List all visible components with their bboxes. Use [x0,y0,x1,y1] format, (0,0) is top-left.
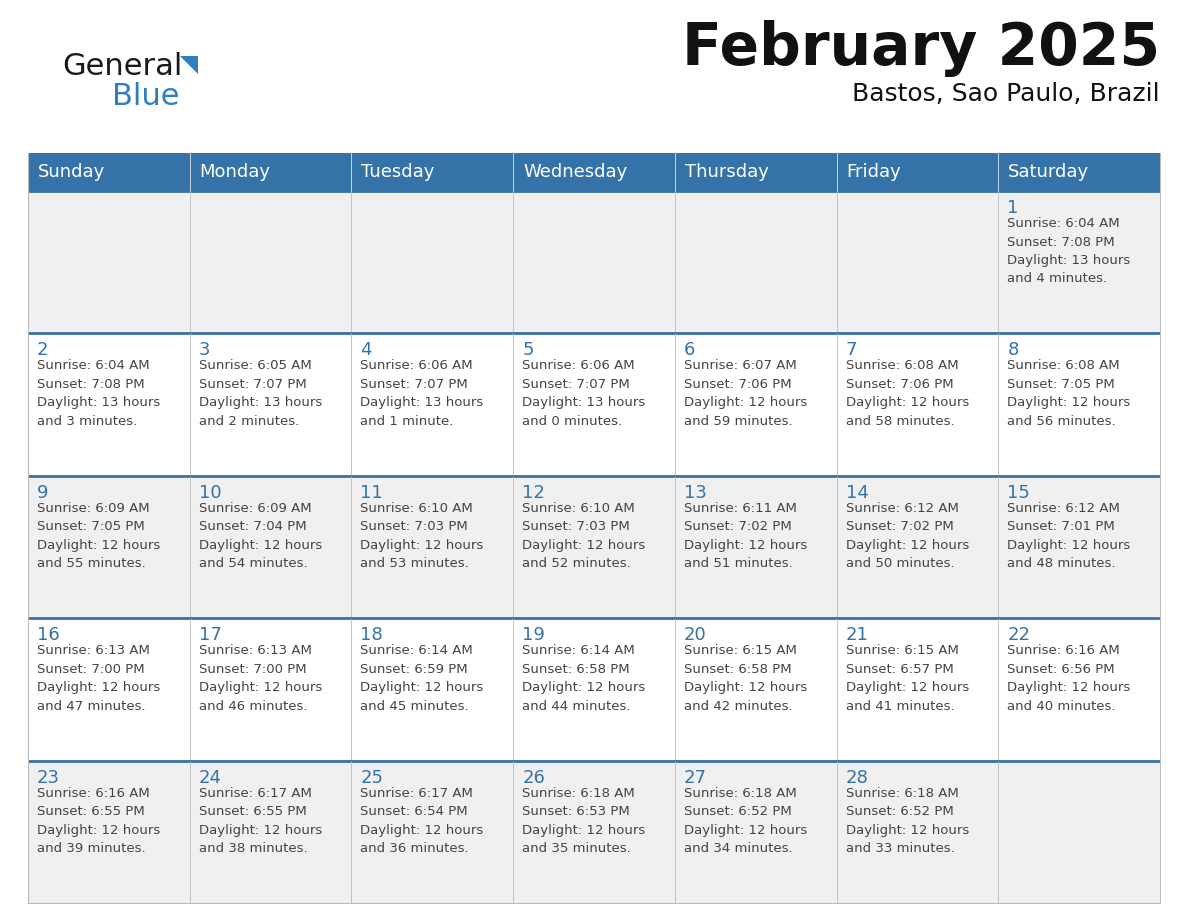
Text: 9: 9 [37,484,49,502]
Text: Sunrise: 6:06 AM
Sunset: 7:07 PM
Daylight: 13 hours
and 1 minute.: Sunrise: 6:06 AM Sunset: 7:07 PM Dayligh… [360,360,484,428]
Text: Tuesday: Tuesday [361,163,435,181]
Text: 3: 3 [198,341,210,360]
Text: Sunrise: 6:18 AM
Sunset: 6:52 PM
Daylight: 12 hours
and 33 minutes.: Sunrise: 6:18 AM Sunset: 6:52 PM Dayligh… [846,787,969,855]
Text: 10: 10 [198,484,221,502]
Text: Blue: Blue [112,82,179,111]
Text: 26: 26 [523,768,545,787]
Text: 19: 19 [523,626,545,644]
Text: Saturday: Saturday [1009,163,1089,181]
Text: Sunrise: 6:13 AM
Sunset: 7:00 PM
Daylight: 12 hours
and 46 minutes.: Sunrise: 6:13 AM Sunset: 7:00 PM Dayligh… [198,644,322,712]
Text: Sunrise: 6:12 AM
Sunset: 7:01 PM
Daylight: 12 hours
and 48 minutes.: Sunrise: 6:12 AM Sunset: 7:01 PM Dayligh… [1007,502,1131,570]
Text: Sunrise: 6:17 AM
Sunset: 6:55 PM
Daylight: 12 hours
and 38 minutes.: Sunrise: 6:17 AM Sunset: 6:55 PM Dayligh… [198,787,322,855]
Text: 2: 2 [37,341,49,360]
Text: Sunrise: 6:13 AM
Sunset: 7:00 PM
Daylight: 12 hours
and 47 minutes.: Sunrise: 6:13 AM Sunset: 7:00 PM Dayligh… [37,644,160,712]
Text: 28: 28 [846,768,868,787]
Text: 17: 17 [198,626,222,644]
Text: 20: 20 [684,626,707,644]
Text: Sunrise: 6:17 AM
Sunset: 6:54 PM
Daylight: 12 hours
and 36 minutes.: Sunrise: 6:17 AM Sunset: 6:54 PM Dayligh… [360,787,484,855]
Text: Sunrise: 6:04 AM
Sunset: 7:08 PM
Daylight: 13 hours
and 3 minutes.: Sunrise: 6:04 AM Sunset: 7:08 PM Dayligh… [37,360,160,428]
Text: 1: 1 [1007,199,1018,217]
Text: 6: 6 [684,341,695,360]
Text: Sunrise: 6:09 AM
Sunset: 7:05 PM
Daylight: 12 hours
and 55 minutes.: Sunrise: 6:09 AM Sunset: 7:05 PM Dayligh… [37,502,160,570]
Text: 12: 12 [523,484,545,502]
Text: Monday: Monday [200,163,271,181]
Text: Wednesday: Wednesday [523,163,627,181]
Text: 7: 7 [846,341,857,360]
Text: Sunday: Sunday [38,163,106,181]
Text: 4: 4 [360,341,372,360]
Polygon shape [181,56,198,74]
Text: Sunrise: 6:08 AM
Sunset: 7:05 PM
Daylight: 12 hours
and 56 minutes.: Sunrise: 6:08 AM Sunset: 7:05 PM Dayligh… [1007,360,1131,428]
Text: Sunrise: 6:14 AM
Sunset: 6:58 PM
Daylight: 12 hours
and 44 minutes.: Sunrise: 6:14 AM Sunset: 6:58 PM Dayligh… [523,644,645,712]
Text: 25: 25 [360,768,384,787]
Text: Sunrise: 6:15 AM
Sunset: 6:58 PM
Daylight: 12 hours
and 42 minutes.: Sunrise: 6:15 AM Sunset: 6:58 PM Dayligh… [684,644,807,712]
Text: Sunrise: 6:18 AM
Sunset: 6:52 PM
Daylight: 12 hours
and 34 minutes.: Sunrise: 6:18 AM Sunset: 6:52 PM Dayligh… [684,787,807,855]
Text: 18: 18 [360,626,384,644]
Bar [29,476,1159,618]
Text: 21: 21 [846,626,868,644]
Text: Sunrise: 6:05 AM
Sunset: 7:07 PM
Daylight: 13 hours
and 2 minutes.: Sunrise: 6:05 AM Sunset: 7:07 PM Dayligh… [198,360,322,428]
Text: Sunrise: 6:10 AM
Sunset: 7:03 PM
Daylight: 12 hours
and 52 minutes.: Sunrise: 6:10 AM Sunset: 7:03 PM Dayligh… [523,502,645,570]
Text: General: General [62,52,183,81]
Bar [29,153,1159,191]
Text: February 2025: February 2025 [682,20,1159,77]
Text: Sunrise: 6:10 AM
Sunset: 7:03 PM
Daylight: 12 hours
and 53 minutes.: Sunrise: 6:10 AM Sunset: 7:03 PM Dayligh… [360,502,484,570]
Text: 8: 8 [1007,341,1018,360]
Text: 13: 13 [684,484,707,502]
Text: Sunrise: 6:08 AM
Sunset: 7:06 PM
Daylight: 12 hours
and 58 minutes.: Sunrise: 6:08 AM Sunset: 7:06 PM Dayligh… [846,360,969,428]
Bar [29,618,1159,761]
Text: 23: 23 [37,768,61,787]
Text: Sunrise: 6:07 AM
Sunset: 7:06 PM
Daylight: 12 hours
and 59 minutes.: Sunrise: 6:07 AM Sunset: 7:06 PM Dayligh… [684,360,807,428]
Text: 5: 5 [523,341,533,360]
Text: Sunrise: 6:15 AM
Sunset: 6:57 PM
Daylight: 12 hours
and 41 minutes.: Sunrise: 6:15 AM Sunset: 6:57 PM Dayligh… [846,644,969,712]
Text: 24: 24 [198,768,222,787]
Text: Sunrise: 6:11 AM
Sunset: 7:02 PM
Daylight: 12 hours
and 51 minutes.: Sunrise: 6:11 AM Sunset: 7:02 PM Dayligh… [684,502,807,570]
Text: 14: 14 [846,484,868,502]
Text: Sunrise: 6:06 AM
Sunset: 7:07 PM
Daylight: 13 hours
and 0 minutes.: Sunrise: 6:06 AM Sunset: 7:07 PM Dayligh… [523,360,645,428]
Text: Sunrise: 6:14 AM
Sunset: 6:59 PM
Daylight: 12 hours
and 45 minutes.: Sunrise: 6:14 AM Sunset: 6:59 PM Dayligh… [360,644,484,712]
Text: Sunrise: 6:09 AM
Sunset: 7:04 PM
Daylight: 12 hours
and 54 minutes.: Sunrise: 6:09 AM Sunset: 7:04 PM Dayligh… [198,502,322,570]
Text: Sunrise: 6:18 AM
Sunset: 6:53 PM
Daylight: 12 hours
and 35 minutes.: Sunrise: 6:18 AM Sunset: 6:53 PM Dayligh… [523,787,645,855]
Text: Thursday: Thursday [684,163,769,181]
Text: 27: 27 [684,768,707,787]
Text: 22: 22 [1007,626,1030,644]
Bar [29,191,1159,333]
Text: 16: 16 [37,626,59,644]
Text: 15: 15 [1007,484,1030,502]
Text: 11: 11 [360,484,384,502]
Text: Friday: Friday [847,163,902,181]
Text: Sunrise: 6:12 AM
Sunset: 7:02 PM
Daylight: 12 hours
and 50 minutes.: Sunrise: 6:12 AM Sunset: 7:02 PM Dayligh… [846,502,969,570]
Text: Sunrise: 6:16 AM
Sunset: 6:55 PM
Daylight: 12 hours
and 39 minutes.: Sunrise: 6:16 AM Sunset: 6:55 PM Dayligh… [37,787,160,855]
Text: Sunrise: 6:04 AM
Sunset: 7:08 PM
Daylight: 13 hours
and 4 minutes.: Sunrise: 6:04 AM Sunset: 7:08 PM Dayligh… [1007,217,1131,285]
Text: Bastos, Sao Paulo, Brazil: Bastos, Sao Paulo, Brazil [852,82,1159,106]
Bar [29,333,1159,476]
Text: Sunrise: 6:16 AM
Sunset: 6:56 PM
Daylight: 12 hours
and 40 minutes.: Sunrise: 6:16 AM Sunset: 6:56 PM Dayligh… [1007,644,1131,712]
Bar [29,761,1159,903]
